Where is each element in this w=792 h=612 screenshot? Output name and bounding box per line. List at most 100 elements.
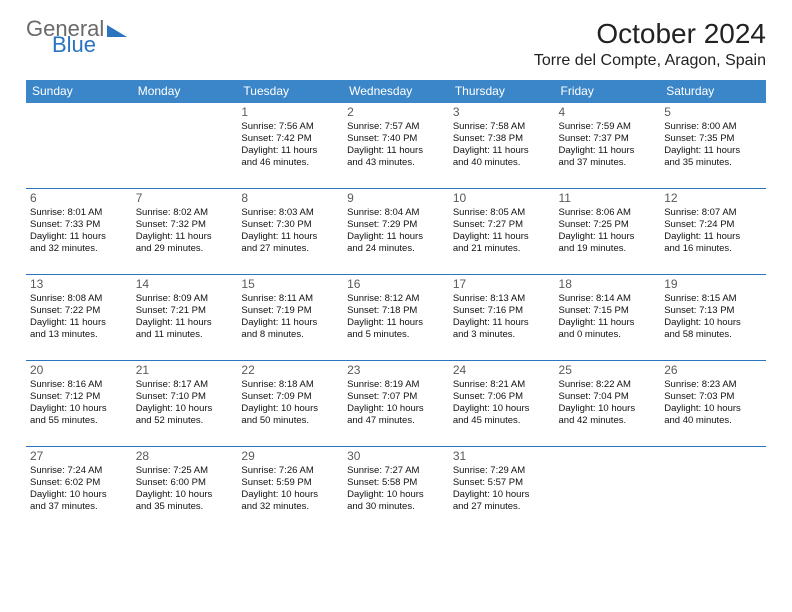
weekday-header: Sunday	[26, 80, 132, 103]
calendar-day-cell: 7Sunrise: 8:02 AMSunset: 7:32 PMDaylight…	[132, 189, 238, 275]
calendar-day-cell: 20Sunrise: 8:16 AMSunset: 7:12 PMDayligh…	[26, 361, 132, 447]
day-sunset-text: Sunset: 7:18 PM	[347, 305, 445, 317]
day-daylight2-text: and 40 minutes.	[664, 415, 762, 427]
day-number: 8	[241, 191, 339, 206]
day-daylight2-text: and 21 minutes.	[453, 243, 551, 255]
day-number: 5	[664, 105, 762, 120]
day-sunrise-text: Sunrise: 8:16 AM	[30, 379, 128, 391]
day-sunrise-text: Sunrise: 8:02 AM	[136, 207, 234, 219]
day-sunrise-text: Sunrise: 8:19 AM	[347, 379, 445, 391]
calendar-day-cell: 4Sunrise: 7:59 AMSunset: 7:37 PMDaylight…	[555, 103, 661, 189]
calendar-week-row: 20Sunrise: 8:16 AMSunset: 7:12 PMDayligh…	[26, 361, 766, 447]
day-sunrise-text: Sunrise: 8:21 AM	[453, 379, 551, 391]
day-number: 4	[559, 105, 657, 120]
location-subtitle: Torre del Compte, Aragon, Spain	[534, 52, 766, 70]
calendar-page: General Blue October 2024 Torre del Comp…	[0, 0, 792, 612]
day-daylight1-text: Daylight: 11 hours	[30, 231, 128, 243]
calendar-day-cell: 24Sunrise: 8:21 AMSunset: 7:06 PMDayligh…	[449, 361, 555, 447]
day-daylight1-text: Daylight: 11 hours	[453, 317, 551, 329]
calendar-day-cell: 8Sunrise: 8:03 AMSunset: 7:30 PMDaylight…	[237, 189, 343, 275]
day-sunset-text: Sunset: 5:58 PM	[347, 477, 445, 489]
month-title: October 2024	[534, 18, 766, 50]
calendar-day-cell	[555, 447, 661, 533]
weekday-header: Friday	[555, 80, 661, 103]
day-daylight2-text: and 50 minutes.	[241, 415, 339, 427]
calendar-day-cell: 22Sunrise: 8:18 AMSunset: 7:09 PMDayligh…	[237, 361, 343, 447]
calendar-day-cell: 17Sunrise: 8:13 AMSunset: 7:16 PMDayligh…	[449, 275, 555, 361]
day-daylight2-text: and 29 minutes.	[136, 243, 234, 255]
day-number: 15	[241, 277, 339, 292]
day-sunset-text: Sunset: 7:12 PM	[30, 391, 128, 403]
day-sunrise-text: Sunrise: 7:56 AM	[241, 121, 339, 133]
day-daylight1-text: Daylight: 10 hours	[453, 403, 551, 415]
day-daylight1-text: Daylight: 10 hours	[241, 489, 339, 501]
calendar-week-row: 27Sunrise: 7:24 AMSunset: 6:02 PMDayligh…	[26, 447, 766, 533]
day-sunrise-text: Sunrise: 7:25 AM	[136, 465, 234, 477]
day-sunrise-text: Sunrise: 7:58 AM	[453, 121, 551, 133]
day-daylight1-text: Daylight: 10 hours	[559, 403, 657, 415]
day-daylight1-text: Daylight: 11 hours	[664, 145, 762, 157]
day-sunset-text: Sunset: 6:02 PM	[30, 477, 128, 489]
day-sunset-text: Sunset: 7:15 PM	[559, 305, 657, 317]
calendar-day-cell: 12Sunrise: 8:07 AMSunset: 7:24 PMDayligh…	[660, 189, 766, 275]
day-sunrise-text: Sunrise: 8:07 AM	[664, 207, 762, 219]
day-number: 23	[347, 363, 445, 378]
day-number: 14	[136, 277, 234, 292]
day-daylight1-text: Daylight: 10 hours	[453, 489, 551, 501]
day-daylight1-text: Daylight: 11 hours	[241, 145, 339, 157]
calendar-day-cell: 18Sunrise: 8:14 AMSunset: 7:15 PMDayligh…	[555, 275, 661, 361]
calendar-day-cell: 2Sunrise: 7:57 AMSunset: 7:40 PMDaylight…	[343, 103, 449, 189]
calendar-day-cell	[660, 447, 766, 533]
day-sunset-text: Sunset: 5:57 PM	[453, 477, 551, 489]
day-daylight1-text: Daylight: 10 hours	[30, 489, 128, 501]
day-daylight2-text: and 52 minutes.	[136, 415, 234, 427]
day-sunrise-text: Sunrise: 7:26 AM	[241, 465, 339, 477]
day-sunset-text: Sunset: 6:00 PM	[136, 477, 234, 489]
day-daylight1-text: Daylight: 11 hours	[241, 231, 339, 243]
day-number: 30	[347, 449, 445, 464]
day-sunset-text: Sunset: 7:22 PM	[30, 305, 128, 317]
day-daylight1-text: Daylight: 11 hours	[559, 317, 657, 329]
calendar-week-row: 1Sunrise: 7:56 AMSunset: 7:42 PMDaylight…	[26, 103, 766, 189]
day-number: 3	[453, 105, 551, 120]
day-daylight1-text: Daylight: 11 hours	[664, 231, 762, 243]
day-sunset-text: Sunset: 7:40 PM	[347, 133, 445, 145]
calendar-day-cell	[132, 103, 238, 189]
calendar-day-cell: 19Sunrise: 8:15 AMSunset: 7:13 PMDayligh…	[660, 275, 766, 361]
day-sunrise-text: Sunrise: 8:15 AM	[664, 293, 762, 305]
weekday-header: Saturday	[660, 80, 766, 103]
day-daylight2-text: and 8 minutes.	[241, 329, 339, 341]
calendar-day-cell: 29Sunrise: 7:26 AMSunset: 5:59 PMDayligh…	[237, 447, 343, 533]
day-number: 27	[30, 449, 128, 464]
day-daylight2-text: and 13 minutes.	[30, 329, 128, 341]
day-daylight2-text: and 30 minutes.	[347, 501, 445, 513]
day-sunset-text: Sunset: 7:33 PM	[30, 219, 128, 231]
day-sunrise-text: Sunrise: 7:57 AM	[347, 121, 445, 133]
day-sunset-text: Sunset: 7:04 PM	[559, 391, 657, 403]
day-daylight2-text: and 58 minutes.	[664, 329, 762, 341]
day-daylight1-text: Daylight: 11 hours	[453, 145, 551, 157]
calendar-week-row: 6Sunrise: 8:01 AMSunset: 7:33 PMDaylight…	[26, 189, 766, 275]
day-sunset-text: Sunset: 7:35 PM	[664, 133, 762, 145]
logo-text-blue: Blue	[52, 34, 96, 56]
day-sunset-text: Sunset: 7:03 PM	[664, 391, 762, 403]
day-daylight2-text: and 3 minutes.	[453, 329, 551, 341]
day-number: 24	[453, 363, 551, 378]
day-daylight2-text: and 5 minutes.	[347, 329, 445, 341]
day-sunset-text: Sunset: 7:07 PM	[347, 391, 445, 403]
calendar-day-cell: 1Sunrise: 7:56 AMSunset: 7:42 PMDaylight…	[237, 103, 343, 189]
weekday-header: Thursday	[449, 80, 555, 103]
day-sunset-text: Sunset: 7:06 PM	[453, 391, 551, 403]
calendar-day-cell: 31Sunrise: 7:29 AMSunset: 5:57 PMDayligh…	[449, 447, 555, 533]
day-sunset-text: Sunset: 7:38 PM	[453, 133, 551, 145]
day-sunset-text: Sunset: 5:59 PM	[241, 477, 339, 489]
day-sunrise-text: Sunrise: 8:06 AM	[559, 207, 657, 219]
day-daylight1-text: Daylight: 11 hours	[559, 231, 657, 243]
day-sunrise-text: Sunrise: 8:04 AM	[347, 207, 445, 219]
calendar-day-cell: 27Sunrise: 7:24 AMSunset: 6:02 PMDayligh…	[26, 447, 132, 533]
day-daylight2-text: and 37 minutes.	[559, 157, 657, 169]
calendar-week-row: 13Sunrise: 8:08 AMSunset: 7:22 PMDayligh…	[26, 275, 766, 361]
day-daylight2-text: and 47 minutes.	[347, 415, 445, 427]
day-number: 18	[559, 277, 657, 292]
day-daylight1-text: Daylight: 10 hours	[136, 489, 234, 501]
